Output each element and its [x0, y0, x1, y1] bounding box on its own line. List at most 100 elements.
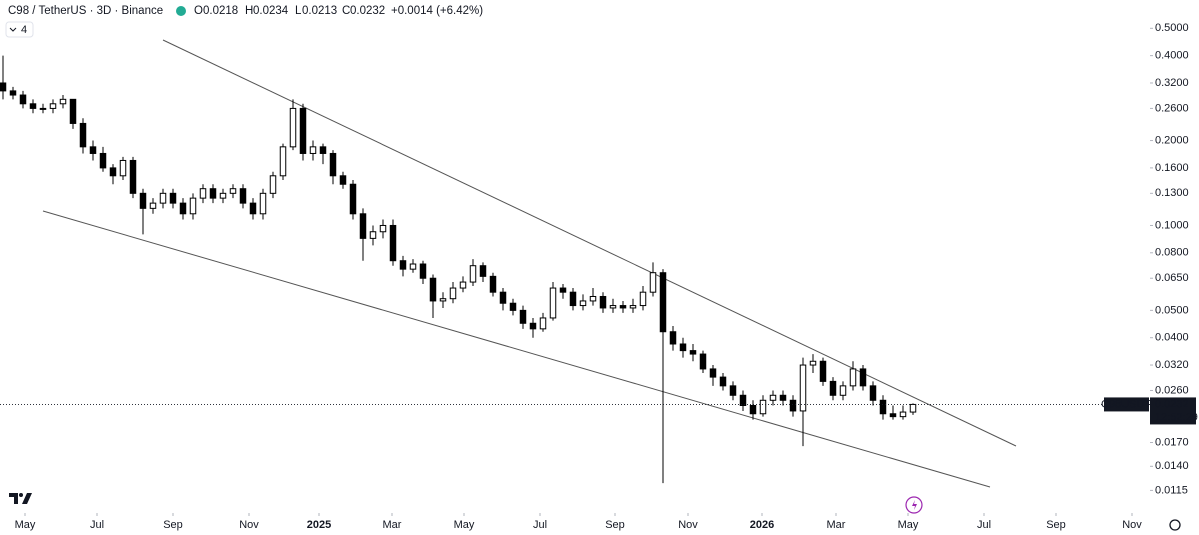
settings-icon[interactable]	[1169, 519, 1181, 531]
candle-body	[59, 98, 67, 105]
candle-body	[289, 107, 297, 148]
candle-body	[139, 192, 147, 209]
candle-body	[379, 224, 387, 233]
plot	[0, 55, 917, 484]
trend-line	[42, 210, 991, 488]
candle-body	[809, 360, 817, 366]
candle-body	[659, 272, 667, 333]
tv-logo	[9, 493, 32, 504]
bolt-icon	[912, 500, 917, 510]
candle-body	[629, 305, 637, 309]
x-tick-label: 2025	[307, 519, 331, 531]
candle-body	[99, 152, 107, 169]
candle-body	[399, 260, 407, 270]
y-tick-label: 0.4000	[1155, 50, 1189, 62]
candle-body	[779, 394, 787, 401]
candle-body	[699, 353, 707, 370]
candle-body	[749, 404, 757, 415]
candle-body	[599, 295, 607, 309]
x-tick-label: Nov	[1122, 519, 1142, 531]
y-tick-label: 0.0400	[1155, 332, 1189, 344]
status-dot	[176, 6, 186, 16]
candle-body	[859, 368, 867, 387]
ohlc-label: O	[194, 5, 203, 17]
candle-body	[619, 305, 627, 309]
candle-body	[229, 188, 237, 194]
ohlc-value: 0.0213	[302, 5, 337, 17]
candle-body	[0, 82, 7, 92]
candle-body	[149, 202, 157, 209]
y-tick-label: 0.0170	[1155, 436, 1189, 448]
x-tick-label: Nov	[239, 519, 259, 531]
candle-body	[269, 175, 277, 194]
candle-body	[39, 107, 47, 110]
logo-shape	[9, 493, 32, 504]
candle-body	[129, 159, 137, 194]
candle-body	[709, 368, 717, 378]
candle-body	[29, 103, 37, 109]
candle-body	[339, 175, 347, 185]
candle-body	[419, 263, 427, 279]
candle-body	[119, 159, 127, 177]
x-tick-label: Sep	[605, 519, 625, 531]
candle-body	[549, 287, 557, 319]
candle-body	[259, 192, 267, 215]
price-label: 0.0232	[1155, 398, 1189, 410]
ohlc-value: 0.0234	[253, 5, 289, 17]
candle-body	[839, 385, 847, 396]
candle-body	[519, 309, 527, 324]
y-tick-label: 0.0260	[1155, 384, 1189, 396]
candle-body	[479, 265, 487, 277]
candle-body	[769, 394, 777, 401]
candle-body	[329, 152, 337, 177]
candle-body	[439, 298, 447, 302]
ohlc-label: C	[342, 5, 350, 17]
candle-body	[539, 317, 547, 330]
y-tick-label: 0.2600	[1155, 102, 1189, 114]
candle-body	[459, 281, 467, 289]
header: C98 / TetherUS · 3D · Binance O 0.0218 H…	[5, 5, 483, 38]
candle-body	[349, 183, 357, 215]
countdown-label: 12:52:29	[1155, 411, 1198, 423]
candle-body	[109, 167, 117, 177]
candle-body	[639, 291, 647, 307]
candle-body	[409, 263, 417, 270]
y-tick-label: 0.0140	[1155, 460, 1189, 472]
candle-body	[799, 364, 807, 412]
chevron-icon	[9, 27, 17, 32]
x-tick-label: Jul	[90, 519, 104, 531]
trend-line	[162, 39, 1017, 447]
candle-body	[279, 146, 287, 177]
logo-dot	[19, 493, 23, 497]
y-tick-label: 0.2000	[1155, 134, 1189, 146]
y-tick-label: 0.5000	[1155, 22, 1189, 34]
candle-body	[899, 411, 907, 418]
ohlc-label: H	[245, 5, 253, 17]
candle-body	[79, 122, 87, 148]
candle-body	[469, 265, 477, 283]
x-tick-label: 2026	[750, 519, 774, 531]
candle-body	[569, 291, 577, 307]
candle-body	[199, 188, 207, 199]
candle-body	[609, 305, 617, 309]
candle-body	[9, 90, 17, 96]
candle-body	[309, 146, 317, 154]
candle-body	[19, 94, 27, 105]
candle-body	[679, 343, 687, 352]
candle-body	[759, 399, 767, 415]
indicator-toggle[interactable]	[5, 21, 34, 38]
y-tick-label: 0.0115	[1155, 484, 1188, 496]
x-tick-label: May	[454, 519, 475, 531]
x-tick-label: May	[15, 519, 36, 531]
candle-body	[89, 146, 97, 154]
x-tick-label: Jul	[533, 519, 547, 531]
x-tick-label: Nov	[678, 519, 698, 531]
candle-body	[209, 188, 217, 199]
candle-body	[559, 287, 567, 293]
ohlc-value: 0.0218	[203, 5, 238, 17]
candle-body	[719, 376, 727, 387]
candle-body	[879, 399, 887, 415]
candle-body	[169, 192, 177, 204]
candle-body	[69, 98, 77, 124]
